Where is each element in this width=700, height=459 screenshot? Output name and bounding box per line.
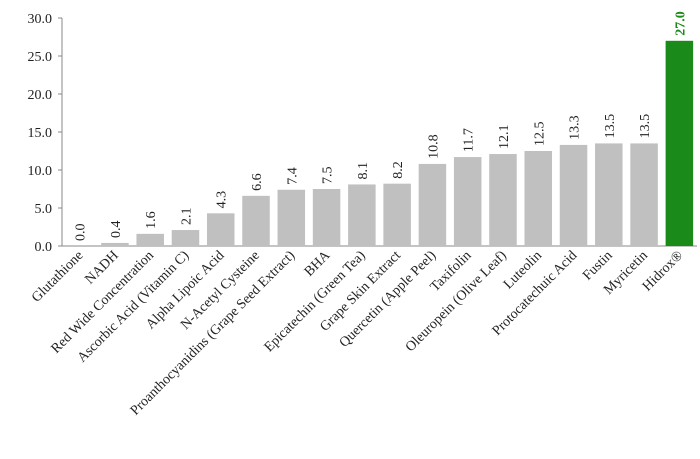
bar	[348, 184, 376, 246]
bar	[489, 154, 517, 246]
y-tick-label: 25.0	[28, 50, 53, 65]
bar	[559, 144, 588, 246]
bar	[242, 195, 270, 246]
bar	[595, 143, 623, 246]
y-tick-label: 0.0	[35, 240, 53, 255]
value-label: 13.3	[568, 115, 583, 140]
y-tick-label: 20.0	[28, 88, 53, 103]
bar	[383, 183, 411, 246]
value-label: 6.6	[250, 173, 265, 191]
y-tick-label: 5.0	[35, 202, 53, 217]
value-label: 13.5	[603, 114, 618, 139]
x-tick-label: Glutathione	[29, 248, 86, 305]
bar	[277, 189, 306, 246]
value-label: 7.5	[321, 167, 336, 185]
bar	[101, 242, 129, 246]
bar	[312, 189, 341, 246]
bar	[171, 230, 200, 246]
y-tick-label: 30.0	[28, 12, 53, 27]
value-label: 2.1	[179, 208, 194, 226]
bar	[418, 163, 447, 246]
y-tick-label: 15.0	[28, 126, 53, 141]
value-label: 7.4	[285, 167, 300, 185]
y-tick-label: 10.0	[28, 164, 53, 179]
bar	[630, 143, 658, 246]
x-tick-label: BHA	[302, 248, 334, 280]
bar	[524, 151, 553, 246]
value-label: 27.0	[673, 11, 688, 36]
value-label: 12.1	[497, 125, 512, 150]
value-label: 12.5	[532, 122, 547, 147]
bar	[206, 213, 235, 246]
value-label: 11.7	[462, 128, 477, 152]
value-label: 4.3	[215, 191, 230, 209]
bar	[136, 233, 164, 246]
value-label: 10.8	[426, 134, 441, 159]
value-label: 13.5	[638, 114, 653, 139]
value-label: 1.6	[144, 211, 159, 229]
bar	[453, 157, 482, 246]
value-label: 8.1	[356, 162, 371, 180]
value-label: 8.2	[391, 161, 406, 179]
value-label: 0.0	[74, 224, 89, 242]
bar	[665, 40, 694, 246]
value-label: 0.4	[109, 220, 124, 237]
